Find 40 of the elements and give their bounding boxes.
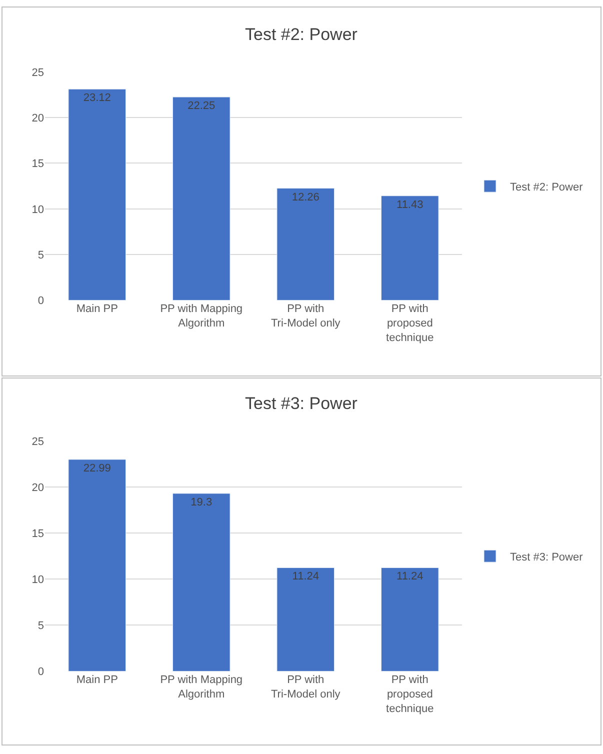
y-tick-label: 5: [38, 620, 44, 632]
data-label: 11.24: [396, 570, 424, 583]
y-tick-label: 25: [32, 436, 44, 448]
bar: [172, 96, 230, 300]
x-tick-label: PP with Tri-Model only: [270, 674, 341, 701]
data-label: 22.25: [188, 100, 216, 112]
y-tick-label: 25: [32, 66, 44, 79]
data-label: 22.99: [83, 462, 111, 474]
bar: [380, 567, 439, 672]
x-tick-label: Main PP: [76, 303, 118, 316]
y-tick-label: 15: [32, 158, 44, 170]
bar: [276, 188, 335, 300]
data-label: 11.24: [292, 570, 319, 583]
bar: [276, 567, 335, 672]
y-tick-label: 15: [32, 528, 44, 540]
data-label: 11.43: [396, 198, 424, 211]
x-tick-label: PP with proposed technique: [386, 303, 434, 344]
data-label: 12.26: [292, 191, 320, 204]
y-tick-label: 0: [38, 295, 44, 308]
y-tick-label: 5: [38, 249, 44, 262]
y-tick-label: 20: [32, 482, 44, 494]
legend-label: Test #3: Power: [510, 551, 584, 564]
x-tick-label: Main PP: [76, 674, 118, 686]
x-tick-label: PP with Tri-Model only: [270, 303, 341, 330]
y-tick-label: 20: [32, 112, 44, 124]
bar: [68, 88, 126, 300]
chart-title: Test #2: Power: [245, 25, 358, 44]
x-tick-label: PP with proposed technique: [386, 674, 434, 715]
chart-title: Test #3: Power: [245, 394, 358, 413]
y-tick-label: 10: [32, 204, 44, 216]
bar: [172, 493, 230, 672]
data-label: 23.12: [83, 92, 111, 104]
data-label: 19.3: [190, 496, 212, 508]
bar: [68, 459, 126, 672]
y-tick-label: 10: [32, 574, 44, 586]
y-tick-label: 0: [38, 666, 44, 678]
x-tick-label: PP with Mapping Algorithm: [160, 674, 243, 701]
legend-label: Test #2: Power: [510, 181, 584, 194]
bar: [380, 196, 439, 300]
x-tick-label: PP with Mapping Algorithm: [160, 303, 243, 330]
